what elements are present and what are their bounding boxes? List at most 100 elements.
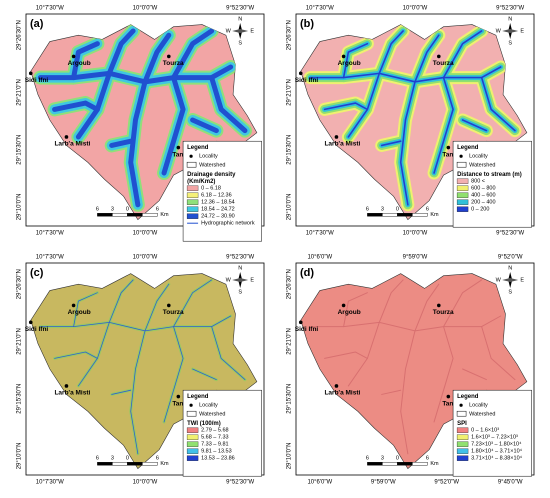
scale-unit: Km [430,461,439,467]
stream [173,279,213,327]
stream [73,292,98,327]
stream [106,28,136,76]
stream [192,368,217,381]
stream [109,138,134,148]
locality-label: Argoub [68,60,91,67]
scale-bar [367,213,383,217]
legend-class-title: Distance to stream (m) [457,172,522,178]
locality-label: Sidi Ifni [295,326,319,333]
panel: (c) 10°7'30"W 10°0'0"W 9°52'30"W 10°7'30"W 10… [17,255,265,486]
panel: (a) 10°7'30"W 10°0'0"W 9°52'30"W 10°7'30"W 10… [17,6,265,242]
legend-label: 7.33 – 9.81 [201,442,229,448]
stream-layer [309,279,516,455]
lat-label: 29°10'0"N [17,443,23,470]
stream [378,30,404,75]
scale-bar [397,213,413,217]
legend-title: Legend [457,145,479,151]
scale-bar [112,462,128,466]
scale-unit: Km [160,212,169,218]
legend-swatch [186,448,199,454]
locality-dot [28,71,33,76]
panel-label: (b) [300,18,314,30]
scale-label: 3 [111,456,114,462]
lat-label: 29°10'0"N [287,194,293,221]
lon-label: 10°0'0"W [403,6,428,12]
legend-swatch [456,441,469,447]
watershed [300,273,528,470]
lat-label: 29°15'30"N [17,384,23,414]
legend-swatch [456,161,467,168]
scale-bar [142,213,158,217]
legend-dot [459,403,463,407]
scale-label: 3 [381,456,384,462]
stream [190,117,219,134]
legend-label: 1.80×10⁴ – 3.71×10⁴ [471,448,523,455]
compass [232,277,249,282]
scale-bar [367,462,383,466]
panel-label: (a) [30,18,44,30]
stream [378,279,404,323]
lon-label: 9°52'30"W [226,6,254,12]
legend-label: 200 – 400 [471,200,495,206]
legend-title: Legend [457,394,479,400]
locality-dot [167,303,171,308]
legend-label: Hydrographic network [201,221,255,227]
stream [399,81,416,206]
lon-label: 9°52'30"W [226,255,254,261]
lon-label: 10°7'30"W [36,6,64,12]
legend-swatch [456,455,469,461]
locality-dot [446,394,451,399]
locality-label: Tourza [163,60,184,67]
lon-label: 10°6'0"W [307,255,332,261]
scale-label: 0 [126,456,129,462]
stream [462,368,487,381]
compass-letter: N [508,16,512,22]
scale-label: 3 [381,207,384,213]
legend-box [182,389,262,477]
lon-label: 10°0'0"W [133,480,158,486]
stream [400,330,416,455]
lat-label: 29°15'30"N [17,135,23,165]
stream [323,102,369,111]
legend-label: 18.54 – 24.72 [201,207,235,213]
lat-label: 29°26'30"N [287,269,293,299]
locality-dot [341,54,346,59]
legend-label: 12.36 – 18.54 [201,200,235,206]
locality-label: Argoub [68,309,91,316]
lat-label: 29°26'30"N [17,269,23,299]
legend-swatch [186,185,199,191]
locality-label: Tourza [433,60,454,67]
legend-label: 0 – 200 [471,207,489,213]
legend-label: 9.81 – 13.53 [201,449,232,455]
lat-label: 29°10'0"N [17,194,23,221]
scale-label: 6 [96,456,99,462]
locality-label: Argoub [338,309,361,316]
locality-label: Larb'a Misti [54,390,90,397]
legend-label: 13.53 – 23.86 [201,456,235,462]
lon-label: 9°45'0"W [498,480,523,486]
legend-label: 3.71×10⁴ – 8.38×10⁴ [471,455,523,462]
scale-bar [127,213,143,217]
legend-label: 600 – 800 [471,186,495,192]
legend-label: 800 < [471,179,485,185]
locality-label: Argoub [338,60,361,67]
scale-label: 6 [156,456,159,462]
lon-label: 9°52'0"W [498,255,523,261]
stream [108,279,134,323]
legend-label: 0 – 6.18 [201,186,221,192]
locality-dot [71,303,76,308]
locality-dot [437,303,441,308]
locality-dot [176,145,181,150]
compass [232,28,249,33]
locality-label: Sidi Ifni [295,77,319,84]
legend-swatch [186,199,199,205]
legend-label: Watershed [199,163,225,169]
stream [111,389,132,395]
scale-bar [382,462,398,466]
locality-label: Tourza [163,309,184,316]
lon-label: 10°0'0"W [133,6,158,12]
locality-dot [446,145,451,150]
stream [443,279,483,328]
compass-letter: S [508,289,512,295]
locality-dot [437,54,441,59]
